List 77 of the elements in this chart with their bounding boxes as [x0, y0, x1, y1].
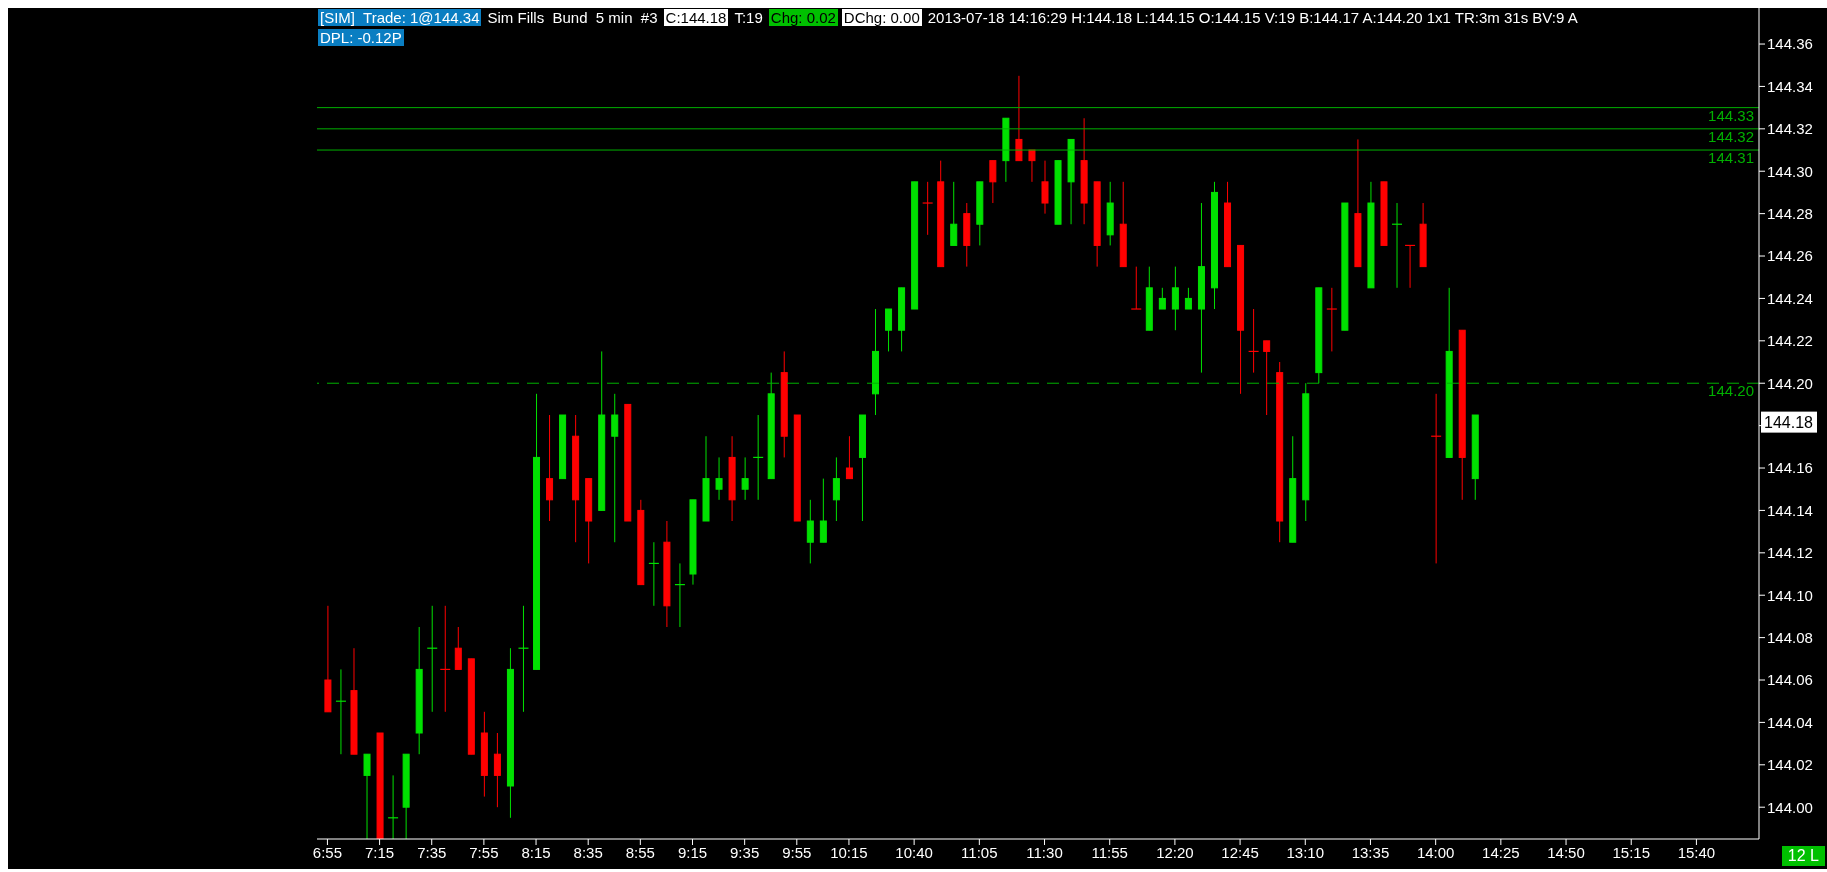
x-tick-label: 15:40 — [1677, 843, 1716, 861]
x-tick-label: 11:55 — [1091, 843, 1128, 861]
x-tick-label: 13:35 — [1351, 843, 1390, 861]
y-tick-label: 144.14 — [1767, 501, 1813, 519]
y-tick-label: 144.28 — [1767, 204, 1813, 222]
candlestick — [885, 308, 893, 352]
candlestick — [989, 160, 997, 204]
x-tick-label: 10:15 — [830, 843, 868, 861]
candlestick — [832, 456, 840, 522]
x-tick-label: 11:05 — [961, 843, 998, 861]
annotation: DChg: 0.00 — [841, 9, 922, 26]
annotation: Chg: 0.02 — [768, 9, 838, 26]
candlestick — [454, 626, 462, 670]
annotation: C:144.18 — [663, 9, 729, 26]
ref-line-label: 144.31 — [1708, 149, 1754, 167]
y-tick-label: 144.04 — [1767, 713, 1813, 731]
x-tick-label: 10:40 — [895, 843, 933, 861]
candlestick — [741, 456, 749, 501]
x-tick-label: 12:20 — [1156, 843, 1194, 861]
ref-line-label: 144.20 — [1708, 382, 1754, 400]
x-tick-label: 14:50 — [1547, 843, 1585, 861]
x-tick-label: 8:15 — [521, 843, 551, 861]
x-tick-label: 8:35 — [573, 843, 603, 861]
y-tick-label: 144.26 — [1767, 247, 1813, 265]
candlestick — [611, 393, 619, 543]
candlestick — [1015, 75, 1023, 162]
x-tick-label: 15:15 — [1612, 843, 1650, 861]
y-tick-label: 144.16 — [1767, 459, 1813, 477]
candlestick — [1184, 287, 1192, 310]
annotation: Sim Fills Bund 5 min #3 — [486, 9, 659, 26]
annotation: 2013-07-18 14:16:29 H:144.18 L:144.15 O:144.15 V:19 B:144.17 A:144.20 1x1 TR:3m 31s BV:9 A — [926, 9, 1579, 26]
candlestick — [1171, 266, 1179, 331]
y-tick-label: 144.36 — [1767, 35, 1813, 53]
y-tick-label: 144.20 — [1767, 374, 1813, 392]
x-tick-label: 11:30 — [1026, 843, 1063, 861]
y-tick-label: 144.06 — [1767, 671, 1813, 689]
candlestick — [1263, 340, 1271, 416]
x-tick-label: 6:55 — [312, 843, 343, 861]
candlestick — [546, 414, 554, 522]
x-tick-label: 9:15 — [677, 843, 708, 861]
y-tick-label: 144.10 — [1767, 586, 1813, 604]
y-tick-label: 144.02 — [1767, 756, 1813, 774]
y-tick-label: 144.32 — [1767, 120, 1813, 138]
candlestick — [363, 753, 371, 839]
candlestick — [493, 732, 501, 808]
text: DPL: -0.12P — [318, 29, 404, 46]
x-tick-label: 9:35 — [730, 843, 760, 861]
y-tick-label: 144.24 — [1767, 289, 1813, 307]
candlestick — [950, 181, 958, 246]
x-tick-label: 14:25 — [1482, 843, 1520, 861]
y-tick-label: 144.34 — [1767, 77, 1813, 95]
x-tick-label: 9:55 — [782, 843, 812, 861]
ref-line-label: 144.32 — [1708, 127, 1754, 145]
annotation: T:19 — [733, 9, 764, 26]
x-tick-label: 14:00 — [1416, 843, 1455, 861]
x-tick-label: 7:15 — [364, 843, 395, 861]
x-tick-label: 12:45 — [1221, 843, 1259, 861]
candlestick — [806, 499, 814, 564]
chart-title: [SIM] Trade: 1@144.34 — [318, 9, 482, 26]
candlestick — [845, 435, 853, 480]
y-tick-label: 144.00 — [1767, 798, 1813, 816]
candlestick — [1041, 160, 1049, 215]
x-tick-label: 7:55 — [469, 843, 499, 861]
ref-line-label: 144.33 — [1708, 106, 1754, 124]
y-tick-label: 144.12 — [1767, 544, 1813, 562]
y-tick-label: 144.08 — [1767, 628, 1813, 646]
candlestick — [1028, 149, 1036, 183]
x-tick-label: 8:55 — [625, 843, 655, 861]
text: 144.18 — [1764, 413, 1814, 431]
text: 12 L — [1781, 846, 1825, 866]
x-tick-label: 13:10 — [1286, 843, 1325, 861]
candlestick — [1158, 287, 1166, 310]
x-tick-label: 7:35 — [417, 843, 447, 861]
y-tick-label: 144.22 — [1767, 332, 1813, 350]
y-tick-label: 144.30 — [1767, 162, 1813, 180]
candlestick — [819, 478, 827, 543]
candlestick — [715, 456, 723, 501]
